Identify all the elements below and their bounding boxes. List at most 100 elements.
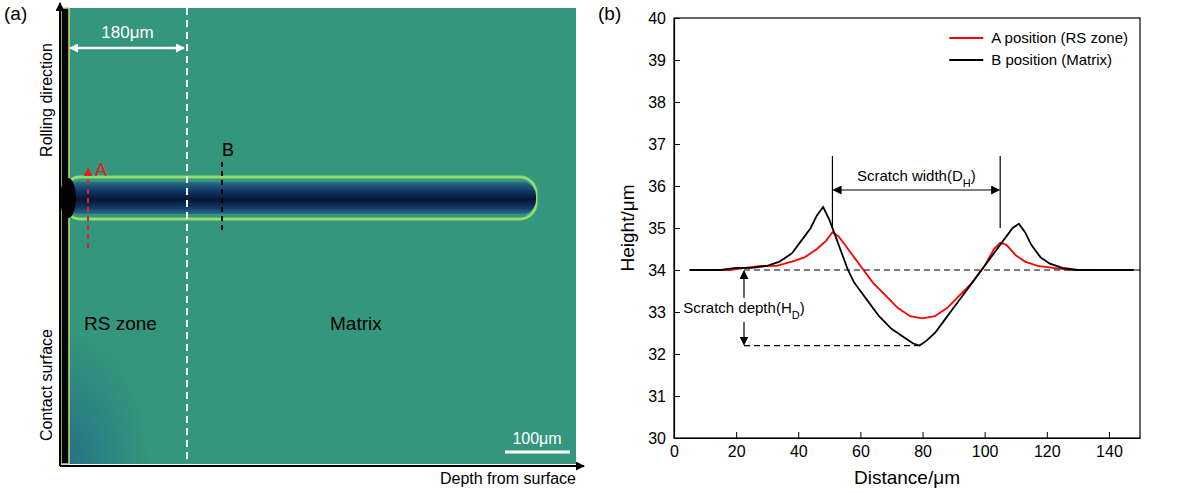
x-axis: 0 20 40 60 80 100 120 140	[670, 432, 1140, 460]
annotation-line	[744, 345, 919, 346]
label-patch	[681, 298, 806, 322]
x-tick-mark	[985, 432, 986, 438]
micrograph-background	[61, 8, 576, 464]
region-label: Matrix	[330, 313, 382, 334]
annotation-text-part: Scratch width(D	[857, 167, 963, 184]
x-tick-label: 40	[790, 443, 808, 460]
y-tick-label: 39	[648, 52, 666, 69]
x-tick-label: 60	[852, 443, 870, 460]
legend-label: A position (RS zone)	[991, 29, 1128, 46]
legend-swatch	[949, 37, 983, 39]
x-tick-label: 20	[728, 443, 746, 460]
y-tick-mark	[674, 396, 680, 397]
x-tick-mark	[1047, 432, 1048, 438]
annotations: Scratch width(DH)Scratch depth(HD)	[681, 156, 1140, 346]
position-label: A	[95, 160, 107, 180]
scratch-groove	[64, 182, 536, 214]
position-label: B	[222, 140, 234, 160]
y-tick-mark	[674, 186, 680, 187]
plot-area	[690, 207, 1134, 346]
x-tick: 140	[1096, 432, 1123, 460]
legend-swatch	[949, 59, 983, 61]
region-label: RS zone	[84, 313, 157, 334]
panel-a: 180μm RS zone Matrix A B 100μm Rolling directi…	[4, 3, 584, 487]
y-tick-label: 38	[648, 94, 666, 111]
scratch-rim	[64, 177, 536, 219]
scratch-entry	[60, 178, 76, 218]
x-tick-label: 100	[972, 443, 999, 460]
y-tick-label: 30	[648, 430, 666, 447]
scale-bar-label: 100μm	[512, 430, 561, 447]
position-marker	[221, 162, 223, 234]
annotation-label: Scratch width(DH)	[857, 167, 976, 189]
scale-bar	[505, 451, 570, 454]
y-tick-mark	[674, 18, 680, 19]
data-line	[690, 207, 1134, 346]
y-tick: 39	[648, 52, 680, 69]
y-tick-label: 37	[648, 136, 666, 153]
y-tick-label: 35	[648, 220, 666, 237]
dimension-arrow	[70, 47, 184, 50]
y-tick-label: 32	[648, 346, 666, 363]
annotation-label: Scratch depth(HD)	[683, 299, 804, 321]
x-tick-mark	[798, 432, 799, 438]
y-tick: 37	[648, 136, 680, 153]
x-tick-label: 120	[1034, 443, 1061, 460]
panel-axis	[59, 3, 61, 466]
axis-label: Rolling direction	[38, 43, 55, 157]
x-axis-title: Distance/μm	[854, 467, 960, 488]
y-tick-label: 40	[648, 10, 666, 27]
annotation-text-part: D	[792, 309, 800, 321]
y-tick-mark	[674, 354, 680, 355]
annotation-text-part: H	[963, 177, 971, 189]
y-tick-mark	[674, 270, 680, 271]
annotation-text-part: )	[971, 167, 976, 184]
x-tick: 40	[790, 432, 808, 460]
x-tick: 80	[914, 432, 932, 460]
y-axis-title: Height/μm	[617, 185, 638, 272]
y-tick-label: 34	[648, 262, 666, 279]
figure: 180μm RS zone Matrix A B 100μm Rolling directi…	[0, 0, 1178, 493]
x-tick-label: 80	[914, 443, 932, 460]
y-axis: 30 31 32 33 34 35 36 37 38 39 40	[648, 10, 680, 447]
y-tick-label: 31	[648, 388, 666, 405]
y-tick-mark	[674, 438, 680, 439]
annotation-text-part: )	[800, 299, 805, 316]
panel-label: (a)	[4, 3, 27, 24]
x-tick-mark	[860, 432, 861, 438]
x-tick-mark	[736, 432, 737, 438]
x-tick-label: 140	[1096, 443, 1123, 460]
y-tick: 33	[648, 304, 680, 321]
dimension-label: 180μm	[101, 23, 153, 42]
y-tick-mark	[674, 60, 680, 61]
annotation-arrow	[833, 189, 999, 190]
y-tick: 40	[648, 10, 680, 27]
y-tick: 36	[648, 178, 680, 195]
annotation-text-part: Scratch depth(H	[683, 299, 791, 316]
panel-b: (b)0204060801001201403031323334353637383…	[598, 3, 1141, 488]
legend: A position (RS zone) B position (Matrix)	[949, 29, 1128, 68]
axis-label: Depth from surface	[440, 470, 576, 487]
zone-boundary	[186, 8, 188, 464]
y-tick: 31	[648, 388, 680, 405]
plot-frame	[674, 18, 1140, 438]
annotation-line	[1000, 156, 1001, 228]
legend-label: B position (Matrix)	[991, 51, 1112, 68]
y-tick: 34	[648, 262, 680, 279]
y-tick-mark	[674, 102, 680, 103]
axis-label: Contact surface	[38, 329, 55, 441]
x-tick: 20	[728, 432, 746, 460]
y-tick: 35	[648, 220, 680, 237]
x-axis-line	[675, 438, 1141, 439]
y-tick: 38	[648, 94, 680, 111]
y-tick-label: 36	[648, 178, 666, 195]
x-tick-label: 0	[670, 443, 679, 460]
panel-label: (b)	[598, 3, 621, 24]
y-tick-mark	[674, 228, 680, 229]
y-tick: 32	[648, 346, 680, 363]
y-tick-label: 33	[648, 304, 666, 321]
contact-surface	[61, 8, 69, 464]
position-marker	[87, 168, 89, 248]
y-tick-mark	[674, 144, 680, 145]
x-tick-mark	[923, 432, 924, 438]
